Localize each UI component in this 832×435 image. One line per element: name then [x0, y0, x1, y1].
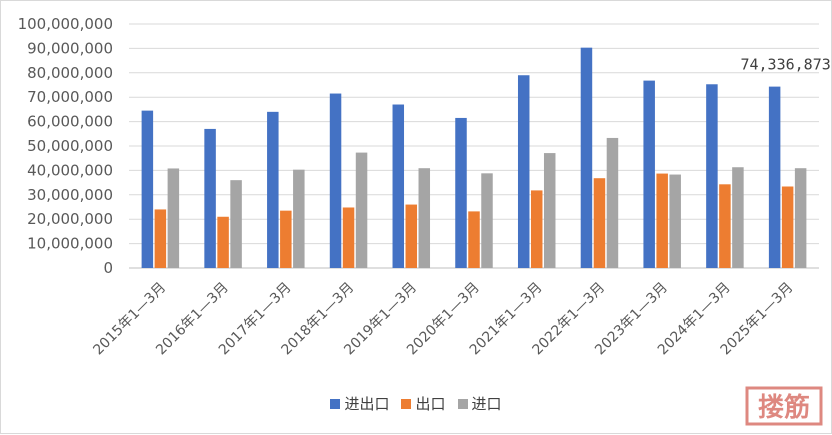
legend: 进出口 出口 进口	[0, 393, 832, 414]
bar-total	[267, 111, 279, 268]
y-tick-label: 90,000,000	[27, 39, 113, 57]
y-tick-label: 100,000,000	[18, 15, 113, 33]
bars	[141, 47, 807, 269]
x-axis-ticks: 2015年1—3月2016年1—3月2017年1—3月2018年1—3月2019…	[90, 280, 796, 359]
y-tick-label: 80,000,000	[27, 64, 113, 82]
y-tick-label: 70,000,000	[27, 88, 113, 106]
y-tick-label: 50,000,000	[27, 137, 113, 155]
y-tick-label: 30,000,000	[27, 186, 113, 204]
bar-total	[392, 104, 405, 269]
legend-label: 进出口	[344, 395, 390, 413]
bar-total	[141, 110, 154, 269]
bar-import	[418, 168, 431, 268]
bar-export	[405, 204, 418, 268]
legend-label: 进口	[471, 395, 502, 413]
y-tick-label: 20,000,000	[27, 210, 113, 228]
y-tick-label: 10,000,000	[27, 235, 113, 253]
legend-swatch	[401, 398, 412, 409]
bar-export	[719, 184, 731, 268]
legend-label: 出口	[415, 395, 446, 413]
bar-export	[280, 210, 292, 268]
bar-export	[154, 209, 167, 268]
y-tick-label: 40,000,000	[27, 161, 113, 179]
bar-import	[543, 153, 556, 268]
y-axis-ticks: 0 10,000,000 20,000,000 30,000,000 40,000,00…	[18, 15, 113, 277]
bar-export	[530, 190, 543, 268]
bar-total	[706, 84, 718, 268]
bar-total	[455, 117, 467, 268]
legend-item-total: 进出口	[330, 393, 389, 414]
grid-lines	[129, 23, 819, 269]
bar-total	[768, 86, 781, 268]
bar-import	[669, 174, 681, 268]
bar-import	[606, 137, 619, 268]
data-label: 74,336,873	[740, 56, 830, 74]
bar-export	[342, 207, 355, 268]
y-tick-label: 0	[103, 259, 113, 277]
watermark-text: 搂筋	[758, 392, 810, 423]
bar-import	[732, 167, 744, 268]
bar-export	[781, 186, 794, 268]
bar-export	[656, 173, 668, 268]
bar-import	[355, 152, 368, 268]
bar-total	[580, 47, 593, 268]
bar-total	[329, 93, 342, 268]
bar-import	[230, 180, 242, 268]
bar-export	[468, 211, 480, 268]
bar-total	[643, 80, 655, 268]
bar-export	[593, 178, 606, 268]
legend-swatch	[457, 398, 468, 409]
bar-import	[481, 173, 493, 268]
watermark-seal: 搂筋	[745, 386, 823, 426]
y-tick-label: 60,000,000	[27, 113, 113, 131]
bar-import	[167, 168, 180, 268]
legend-swatch	[330, 398, 341, 409]
bar-import	[293, 169, 305, 268]
legend-item-export: 出口	[401, 393, 446, 414]
bar-total	[517, 75, 530, 269]
legend-item-import: 进口	[457, 393, 502, 414]
bar-export	[217, 216, 229, 268]
bar-total	[204, 128, 216, 268]
data-labels: 74,336,873	[740, 56, 830, 74]
bar-import	[794, 168, 807, 268]
